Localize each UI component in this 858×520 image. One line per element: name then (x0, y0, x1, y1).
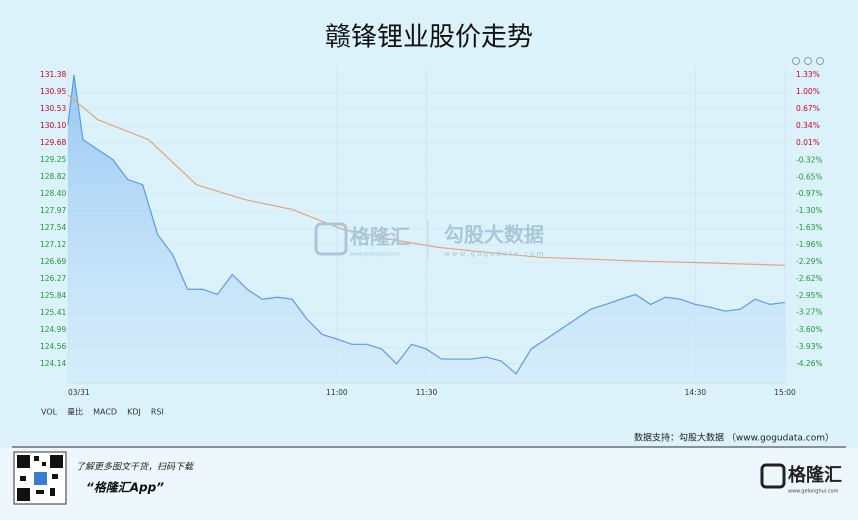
y2-tick-label: 1.33% (796, 70, 820, 79)
y2-tick-label: -2.95% (796, 291, 823, 300)
y-tick-label: 130.95 (40, 87, 66, 96)
y2-tick-label: -0.32% (796, 155, 823, 164)
y-tick-label: 129.25 (40, 155, 66, 164)
watermark-data-url: www.gogudata.com (444, 250, 545, 258)
x-tick-label: 11:30 (416, 388, 438, 397)
watermark-data-brand: 勾股大数据 (444, 223, 544, 247)
qr-code (13, 451, 67, 505)
y-tick-label: 126.27 (40, 274, 66, 283)
x-tick-label: 11:00 (326, 388, 348, 397)
y2-tick-label: -4.26% (796, 359, 823, 368)
y-tick-label: 130.53 (40, 104, 66, 113)
y-tick-label: 124.56 (40, 342, 66, 351)
y2-tick-label: 0.67% (796, 104, 820, 113)
y2-tick-label: -0.65% (796, 172, 823, 181)
y2-tick-label: 1.00% (796, 87, 820, 96)
footer-logo-url: www.gelonghui.com (788, 489, 839, 495)
toolbar[interactable] (792, 57, 824, 65)
x-tick-label: 14:30 (685, 388, 707, 397)
footer-background (0, 448, 858, 520)
y2-tick-label: -0.97% (796, 189, 823, 198)
y2-tick-label: -1.30% (796, 206, 823, 215)
y-tick-label: 128.40 (40, 189, 66, 198)
y2-tick-label: -2.29% (796, 257, 823, 266)
y-tick-label: 127.97 (40, 206, 66, 215)
y-tick-label: 127.54 (40, 223, 66, 232)
series-line (67, 94, 786, 266)
y2-tick-label: 0.34% (796, 121, 820, 130)
series-line (67, 74, 786, 375)
indicator-tab[interactable]: MACD (93, 408, 117, 417)
y-tick-label: 127.12 (40, 240, 66, 249)
y2-tick-label: -1.96% (796, 240, 823, 249)
watermark-logo (314, 222, 348, 256)
y-tick-label: 129.68 (40, 138, 66, 147)
y2-tick-label: -3.27% (796, 308, 823, 317)
indicator-tab[interactable]: VOL (41, 408, 58, 417)
source: 数据支持：勾股大数据 （www.gogudata.com） (634, 432, 834, 444)
y-tick-label: 128.82 (40, 172, 66, 181)
watermark-brand-url: www.gelonghui.com (350, 252, 401, 258)
y-tick-label: 131.38 (40, 70, 66, 79)
indicator-tab[interactable]: RSI (151, 408, 164, 417)
indicator-tab[interactable]: 量比 (67, 407, 83, 417)
y2-tick-label: -3.60% (796, 325, 823, 334)
y2-tick-label: -3.93% (796, 342, 823, 351)
footer-app: “格隆汇App” (86, 481, 164, 495)
y-tick-label: 124.99 (40, 325, 66, 334)
footer-logo-icon (760, 463, 786, 489)
y2-tick-label: -2.62% (796, 274, 823, 283)
x-tick-label: 15:00 (774, 388, 796, 397)
chart-title: 赣锋锂业股价走势 (325, 23, 533, 53)
price-area (68, 75, 785, 383)
y-tick-label: 126.69 (40, 257, 66, 266)
watermark-brand: 格隆汇 (350, 225, 410, 249)
x-tick-label: 03/31 (68, 388, 90, 397)
y-tick-label: 124.14 (40, 359, 66, 368)
y-tick-label: 125.41 (40, 308, 66, 317)
indicator-tabs: VOL 量比 MACD KDJ RSI (41, 407, 164, 417)
indicator-tab[interactable]: KDJ (127, 408, 141, 417)
y-tick-label: 130.10 (40, 121, 66, 130)
footer-logo: 格隆汇 (788, 464, 842, 486)
y-tick-label: 125.84 (40, 291, 66, 300)
y2-tick-label: 0.01% (796, 138, 820, 147)
footer-promo: 了解更多图文干货，扫码下载 (76, 462, 194, 473)
plot: 131.38 130.95 130.53 130.10 129.68 129.25 128.… (40, 67, 823, 397)
y2-tick-label: -1.63% (796, 223, 823, 232)
